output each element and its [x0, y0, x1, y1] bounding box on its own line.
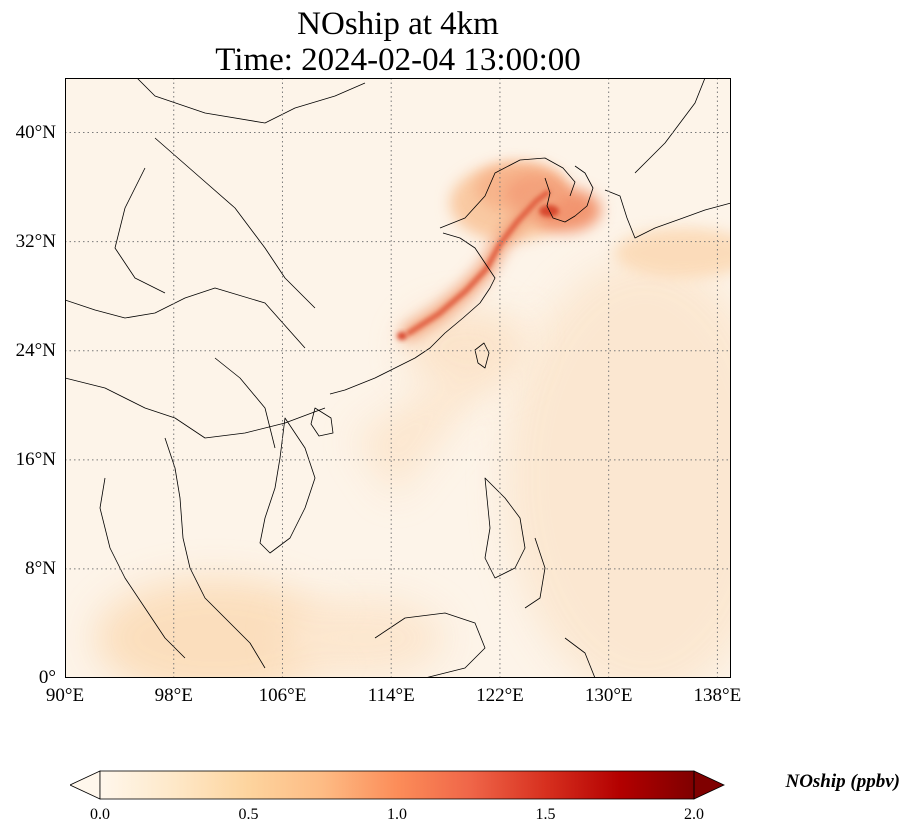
map-panel	[65, 78, 731, 678]
lat-tick-label: 32°N	[15, 230, 56, 252]
lon-tick-label: 114°E	[367, 685, 415, 706]
concentration-field	[95, 228, 731, 678]
noship-plume	[397, 163, 601, 341]
colorbar	[70, 770, 725, 800]
colorbar-tick-label: 0.5	[238, 806, 259, 823]
colorbar-gradient	[100, 771, 694, 799]
lat-tick-label: 40°N	[15, 121, 56, 143]
colorbar-extend-min	[70, 770, 101, 800]
lat-tick-label: 24°N	[15, 339, 56, 361]
lat-tick-label: 0°	[38, 667, 56, 688]
lon-tick-label: 138°E	[693, 685, 742, 706]
gridlines	[65, 78, 731, 678]
colorbar-extend-max	[693, 770, 725, 800]
colorbar-tick-label: 1.0	[387, 806, 407, 823]
map-border	[65, 78, 731, 678]
coastlines	[65, 78, 731, 678]
lon-tick-label: 122°E	[476, 685, 524, 706]
lat-tick-label: 8°N	[25, 557, 56, 579]
colorbar-tick-label: 0.0	[90, 806, 110, 823]
lon-tick-label: 98°E	[154, 685, 193, 706]
lon-tick-label: 130°E	[584, 685, 633, 706]
colorbar-tick-label: 1.5	[535, 806, 556, 823]
colorbar-tick-label: 2.0	[684, 806, 704, 823]
map-timestamp: Time: 2024-02-04 13:00:00	[215, 42, 581, 78]
lon-tick-label: 106°E	[258, 685, 307, 706]
map-title: NOship at 4km	[297, 6, 499, 42]
lon-tick-label: 90°E	[45, 685, 85, 706]
lat-tick-label: 16°N	[15, 448, 56, 470]
colorbar-label: NOship (ppbv)	[785, 771, 900, 792]
